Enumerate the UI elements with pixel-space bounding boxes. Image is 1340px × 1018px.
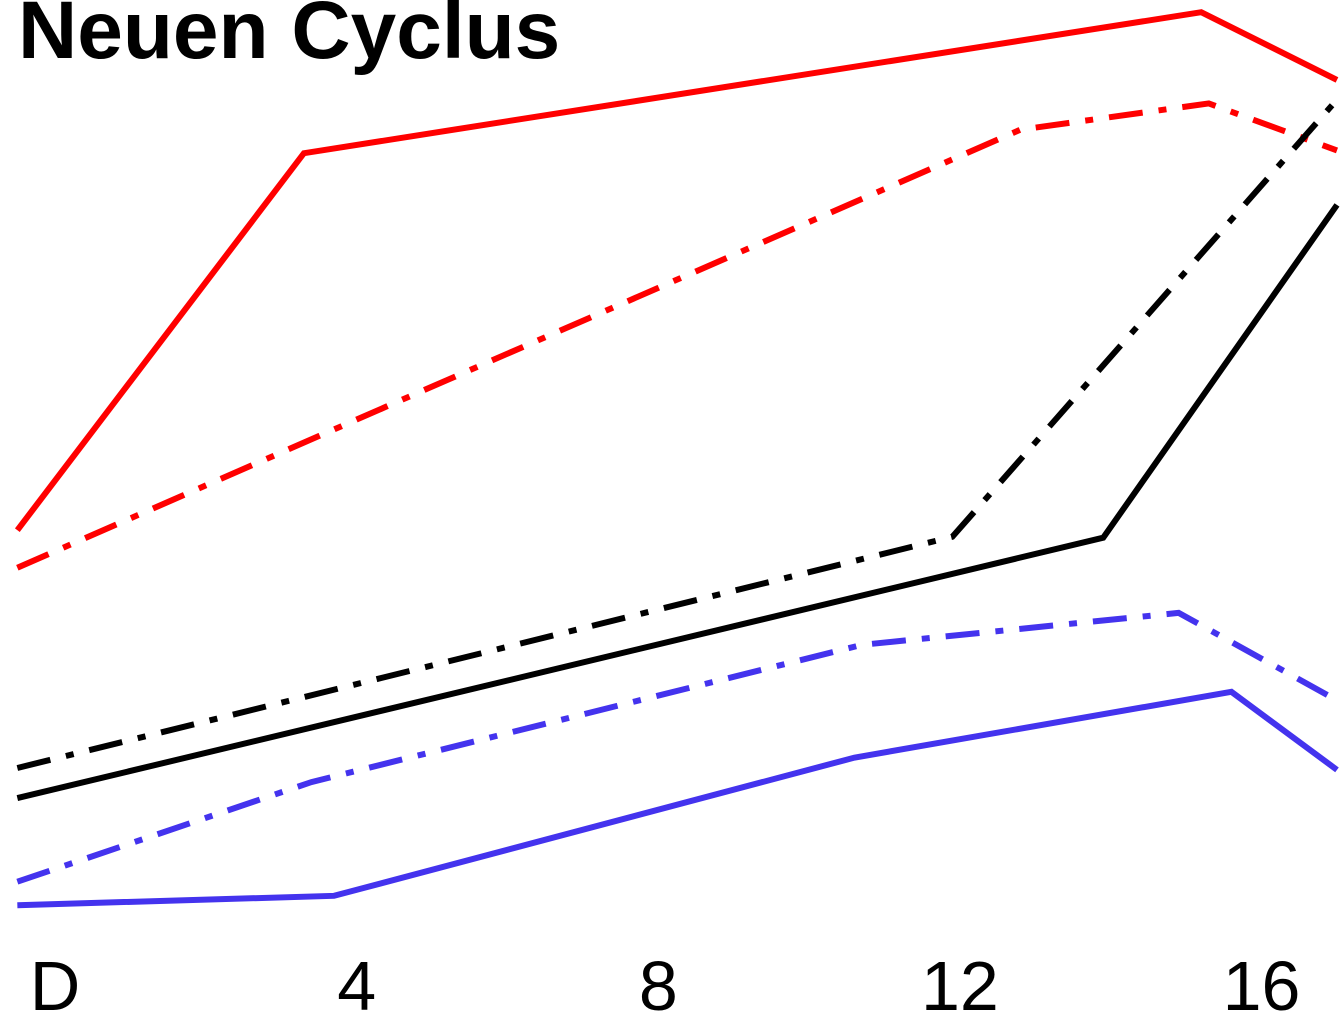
chart-title: Neuen Cyclus [18, 0, 560, 76]
x-tick-label: 16 [1223, 947, 1301, 1018]
line [14, 9, 1339, 532]
x-tick-label: 12 [921, 947, 999, 1018]
line [16, 203, 1340, 801]
x-tick-label: 8 [639, 947, 678, 1018]
x-tick-label: 4 [337, 947, 376, 1018]
line [16, 100, 1339, 571]
line [17, 688, 1339, 909]
line [16, 609, 1339, 885]
line [16, 97, 1340, 771]
x-tick-label: D [30, 947, 81, 1018]
